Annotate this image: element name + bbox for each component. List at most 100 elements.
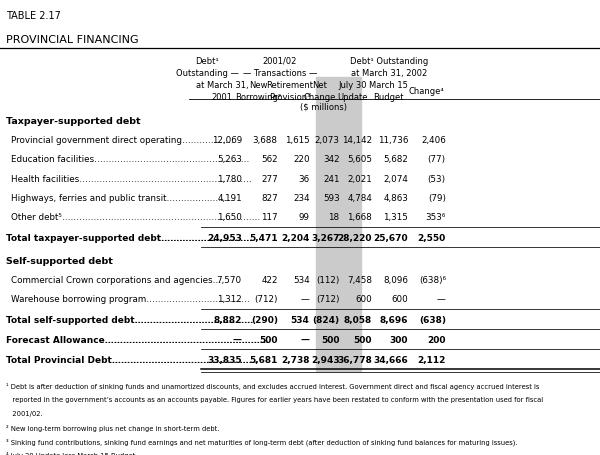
Text: 36: 36 <box>298 174 310 183</box>
Text: —: — <box>233 335 242 344</box>
Text: 422: 422 <box>261 275 278 284</box>
Text: Borrowing²: Borrowing² <box>235 93 281 102</box>
Text: ³ Sinking fund contributions, sinking fund earnings and net maturities of long-t: ³ Sinking fund contributions, sinking fu… <box>6 437 517 445</box>
Text: Education facilities………………………………………………: Education facilities……………………………………………… <box>11 155 249 164</box>
Text: 534: 534 <box>293 275 310 284</box>
Text: 5,263: 5,263 <box>217 155 242 164</box>
Text: Total self-supported debt…………………………………: Total self-supported debt………………………………… <box>6 315 253 324</box>
Text: 1,650: 1,650 <box>217 212 242 222</box>
Text: 4,191: 4,191 <box>217 193 242 202</box>
Text: TABLE 2.17: TABLE 2.17 <box>6 11 61 21</box>
Text: ² New long-term borrowing plus net change in short-term debt.: ² New long-term borrowing plus net chang… <box>6 424 220 430</box>
Text: 99: 99 <box>299 212 310 222</box>
Text: 24,953: 24,953 <box>207 233 242 243</box>
Text: 600: 600 <box>355 294 372 303</box>
Text: 2,074: 2,074 <box>383 174 408 183</box>
Text: (712): (712) <box>316 294 340 303</box>
Text: 2,204: 2,204 <box>281 233 310 243</box>
Text: Total taxpayer-supported debt…………………………: Total taxpayer-supported debt………………………… <box>6 233 253 243</box>
Text: (638): (638) <box>419 315 446 324</box>
Text: ⁴ July 30 Update less March 15 Budget.: ⁴ July 30 Update less March 15 Budget. <box>6 451 137 455</box>
Text: 2,738: 2,738 <box>281 355 310 364</box>
Text: Budget: Budget <box>373 93 403 102</box>
Text: 534: 534 <box>291 315 310 324</box>
Text: ($ millions): ($ millions) <box>301 102 347 111</box>
Text: 5,681: 5,681 <box>250 355 278 364</box>
Text: New: New <box>249 81 267 90</box>
Text: 300: 300 <box>389 335 408 344</box>
Text: 500: 500 <box>353 335 372 344</box>
Text: 4,784: 4,784 <box>347 193 372 202</box>
Text: Change⁴: Change⁴ <box>408 87 444 96</box>
Text: 8,696: 8,696 <box>380 315 408 324</box>
Text: 25,670: 25,670 <box>373 233 408 243</box>
Text: Provision³: Provision³ <box>269 93 311 102</box>
Text: (79): (79) <box>428 193 446 202</box>
Text: Highways, ferries and public transit……………………: Highways, ferries and public transit…………… <box>11 193 235 202</box>
Text: —: — <box>437 294 446 303</box>
Text: 117: 117 <box>261 212 278 222</box>
Text: at March 31,: at March 31, <box>196 81 248 90</box>
Text: 353⁶: 353⁶ <box>425 212 446 222</box>
Text: 600: 600 <box>391 294 408 303</box>
Text: 2,406: 2,406 <box>421 136 446 145</box>
Text: 562: 562 <box>261 155 278 164</box>
Text: 18: 18 <box>328 212 340 222</box>
Text: 1,615: 1,615 <box>285 136 310 145</box>
Text: 2,112: 2,112 <box>418 355 446 364</box>
Text: July 30: July 30 <box>338 81 367 90</box>
Text: 2,550: 2,550 <box>418 233 446 243</box>
Text: 500: 500 <box>321 335 340 344</box>
Text: March 15: March 15 <box>369 81 407 90</box>
Text: 2,021: 2,021 <box>347 174 372 183</box>
Text: (112): (112) <box>316 275 340 284</box>
Text: Change: Change <box>304 93 336 102</box>
Text: —: — <box>301 335 310 344</box>
Text: 593: 593 <box>323 193 340 202</box>
Text: Other debt⁵……………………………………………………………: Other debt⁵…………………………………………………………… <box>11 212 260 222</box>
Text: Forecast Allowance………………………………………………: Forecast Allowance……………………………………………… <box>6 335 269 344</box>
Text: reported in the government’s accounts as an accounts payable. Figures for earlie: reported in the government’s accounts as… <box>6 396 543 402</box>
Text: PROVINCIAL FINANCING: PROVINCIAL FINANCING <box>6 35 139 45</box>
Text: 2001: 2001 <box>212 93 233 102</box>
Text: Outstanding —: Outstanding — <box>176 69 238 78</box>
Text: 14,142: 14,142 <box>342 136 372 145</box>
Text: (712): (712) <box>254 294 278 303</box>
Text: 8,058: 8,058 <box>344 315 372 324</box>
Text: 5,605: 5,605 <box>347 155 372 164</box>
Text: (77): (77) <box>428 155 446 164</box>
Text: 1,312: 1,312 <box>217 294 242 303</box>
Text: 11,736: 11,736 <box>377 136 408 145</box>
Text: Taxpayer-supported debt: Taxpayer-supported debt <box>6 117 140 126</box>
Text: Update: Update <box>337 93 367 102</box>
Text: ¹ Debt is after deduction of sinking funds and unamortized discounts, and exclud: ¹ Debt is after deduction of sinking fun… <box>6 383 539 389</box>
Text: (53): (53) <box>428 174 446 183</box>
Text: 28,220: 28,220 <box>337 233 372 243</box>
Text: 2001/02.: 2001/02. <box>6 410 43 416</box>
Text: 234: 234 <box>293 193 310 202</box>
Text: 8,882: 8,882 <box>214 315 242 324</box>
Text: 34,666: 34,666 <box>373 355 408 364</box>
Text: Provincial government direct operating………………: Provincial government direct operating……… <box>11 136 233 145</box>
Text: Total Provincial Debt…………………………………………: Total Provincial Debt………………………………………… <box>6 355 258 364</box>
Text: Debt¹ Outstanding: Debt¹ Outstanding <box>350 56 428 66</box>
Text: at March 31, 2002: at March 31, 2002 <box>351 69 427 78</box>
Text: Self-supported debt: Self-supported debt <box>6 256 113 265</box>
Text: 2001/02: 2001/02 <box>263 56 297 66</box>
Text: Retirement: Retirement <box>266 81 313 90</box>
Text: 277: 277 <box>261 174 278 183</box>
Text: 7,570: 7,570 <box>217 275 242 284</box>
Text: 200: 200 <box>427 335 446 344</box>
Text: 2,943: 2,943 <box>311 355 340 364</box>
Text: Net: Net <box>313 81 327 90</box>
Text: —: — <box>301 294 310 303</box>
Text: Debt¹: Debt¹ <box>195 56 219 66</box>
Text: 7,458: 7,458 <box>347 275 372 284</box>
Text: Health facilities……………………………………………………: Health facilities…………………………………………………… <box>11 174 251 183</box>
Text: (638)⁶: (638)⁶ <box>419 275 446 284</box>
Text: Commercial Crown corporations and agencies…: Commercial Crown corporations and agenci… <box>11 275 221 284</box>
Text: 8,096: 8,096 <box>383 275 408 284</box>
Text: — Transactions —: — Transactions — <box>243 69 317 78</box>
Text: Warehouse borrowing program………………………………: Warehouse borrowing program……………………………… <box>11 294 250 303</box>
Text: 500: 500 <box>259 335 278 344</box>
